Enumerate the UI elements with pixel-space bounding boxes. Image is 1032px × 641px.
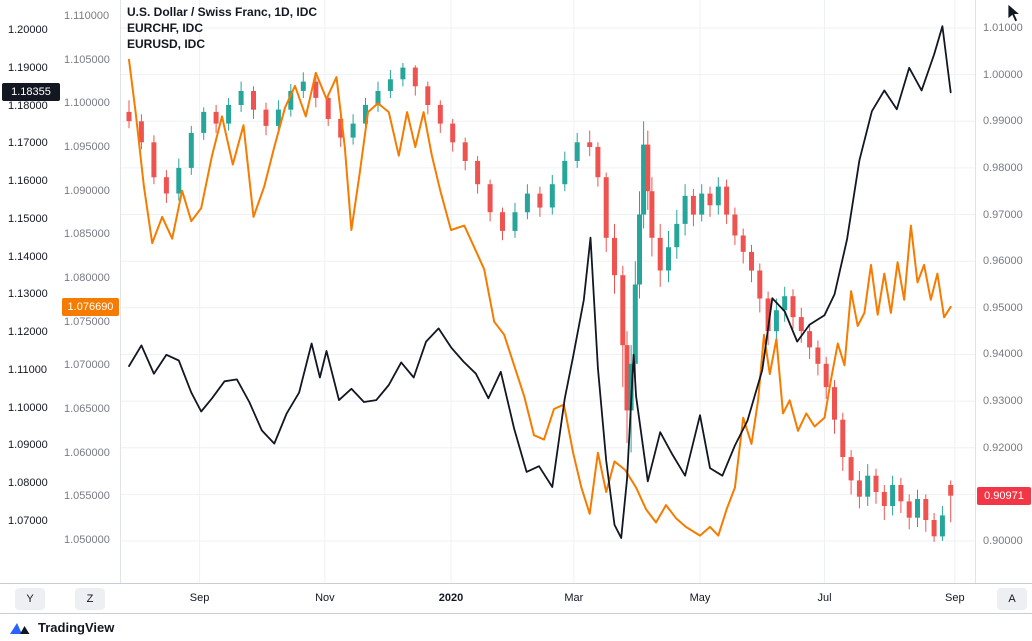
time-axis[interactable]: Sep Nov 2020 Mar May Jul Sep Y Z A xyxy=(0,583,1032,613)
price-tick-label: 1.055000 xyxy=(64,490,110,503)
price-tick-label: 1.13000 xyxy=(8,288,48,301)
eurchf-last-price-badge: 1.076690 xyxy=(62,297,119,316)
time-tick-label: Nov xyxy=(315,592,335,604)
price-tick-label: 1.10000 xyxy=(8,401,48,414)
price-tick-label: 1.18000 xyxy=(8,99,48,112)
legend-eurchf[interactable]: EURCHF, IDC xyxy=(127,21,204,35)
price-tick-label: 0.99000 xyxy=(983,115,1023,128)
price-tick-label: 1.00000 xyxy=(983,68,1023,81)
price-tick-label: 1.095000 xyxy=(64,141,110,153)
price-tick-label: 0.98000 xyxy=(983,161,1023,174)
time-tick-label: Sep xyxy=(189,592,210,604)
scale-mode-y-button[interactable]: Y xyxy=(15,588,45,610)
mouse-cursor xyxy=(1007,4,1022,23)
price-tick-label: 1.090000 xyxy=(64,184,110,197)
right-price-axis[interactable]: 1.01000 1.00000 0.99000 0.98000 0.97000 0.960… xyxy=(975,0,1032,583)
price-tick-label: 0.93000 xyxy=(983,395,1023,408)
price-tick-label: 1.17000 xyxy=(8,137,48,150)
scale-mode-z-button[interactable]: Z xyxy=(75,588,105,610)
price-tick-label: 1.11000 xyxy=(8,363,47,376)
footer-bar: TradingView xyxy=(0,613,1032,641)
price-tick-label: 1.12000 xyxy=(8,326,48,339)
price-tick-label: 0.92000 xyxy=(983,441,1023,454)
price-tick-label: 1.20000 xyxy=(8,24,48,36)
price-tick-label: 0.90000 xyxy=(983,535,1023,547)
usdchf-last-price-badge: 0.90971 xyxy=(977,486,1031,505)
price-tick-label: 0.97000 xyxy=(983,208,1023,221)
auto-scale-button[interactable]: A xyxy=(997,588,1027,610)
price-tick-label: 1.080000 xyxy=(64,272,110,284)
price-tick-label: 1.07000 xyxy=(8,515,48,527)
price-tick-label: 1.08000 xyxy=(8,477,48,490)
price-tick-label: 1.110000 xyxy=(64,10,110,22)
price-tick-label: 1.09000 xyxy=(8,439,48,452)
tradingview-logo-icon[interactable] xyxy=(9,620,31,636)
time-tick-label: 2020 xyxy=(438,592,464,604)
time-tick-label: Mar xyxy=(564,592,584,604)
price-tick-label: 1.070000 xyxy=(64,359,110,372)
tradingview-brand-text[interactable]: TradingView xyxy=(38,620,115,635)
price-tick-label: 1.14000 xyxy=(8,250,48,263)
price-tick-label: 1.065000 xyxy=(64,403,110,415)
price-tick-label: 0.94000 xyxy=(983,348,1023,361)
price-tick-label: 1.100000 xyxy=(64,97,110,110)
chart-pane[interactable]: U.S. Dollar / Swiss Franc, 1D, IDC EURCH… xyxy=(121,0,975,583)
price-tick-label: 1.105000 xyxy=(64,53,110,66)
chart-row: 1.20000 1.19000 1.18000 1.17000 1.16000 1.150… xyxy=(0,0,1032,583)
price-tick-label: 1.01000 xyxy=(983,22,1023,34)
price-tick-label: 1.19000 xyxy=(8,61,48,74)
legend-eurusd[interactable]: EURUSD, IDC xyxy=(127,37,206,51)
chart-legend: U.S. Dollar / Swiss Franc, 1D, IDC EURCH… xyxy=(127,4,317,52)
time-tick-label: Sep xyxy=(945,592,965,604)
left-price-axis[interactable]: 1.20000 1.19000 1.18000 1.17000 1.16000 1.150… xyxy=(0,0,121,583)
price-tick-label: 1.075000 xyxy=(64,315,110,328)
eurusd-last-price-badge: 1.18355 xyxy=(2,83,60,102)
price-tick-label: 1.050000 xyxy=(64,534,110,546)
price-tick-label: 1.15000 xyxy=(8,212,48,225)
price-tick-label: 1.085000 xyxy=(64,228,110,241)
price-tick-label: 1.16000 xyxy=(8,175,48,188)
price-chart-canvas[interactable] xyxy=(121,0,975,583)
legend-main-symbol[interactable]: U.S. Dollar / Swiss Franc, 1D, IDC xyxy=(127,5,318,19)
price-tick-label: 0.96000 xyxy=(983,255,1023,268)
time-tick-label: Jul xyxy=(817,592,832,604)
price-tick-label: 1.060000 xyxy=(64,446,110,459)
time-tick-label: May xyxy=(689,592,711,604)
price-tick-label: 0.95000 xyxy=(983,301,1023,314)
